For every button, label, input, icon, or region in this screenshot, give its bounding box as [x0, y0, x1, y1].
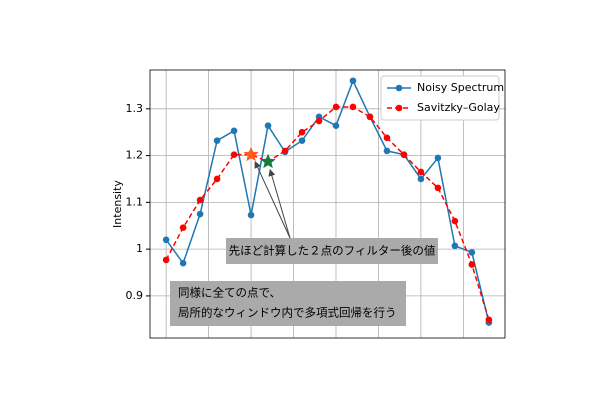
data-point [417, 175, 425, 183]
highlight-star [243, 146, 259, 162]
arrow [268, 168, 291, 239]
data-point [434, 184, 442, 192]
data-point [366, 113, 374, 121]
data-point [434, 154, 442, 162]
data-point [264, 122, 272, 129]
data-point [230, 127, 238, 135]
data-point [468, 261, 476, 268]
data-point [383, 147, 391, 155]
data-point [332, 103, 340, 111]
y-tick-label: 1.2 [126, 149, 144, 162]
annotation-text: 局所的なウィンドウ内で多項式回帰を行う [178, 306, 397, 320]
y-tick-label: 1 [136, 242, 143, 255]
series-line [165, 106, 490, 320]
data-point [298, 137, 306, 144]
data-point [179, 224, 187, 231]
legend-box [380, 75, 500, 121]
data-point [281, 147, 289, 155]
data-point [485, 316, 493, 324]
annotation-text: 同様に全ての点で、 [178, 286, 281, 300]
data-point [349, 77, 357, 85]
highlight-star [260, 153, 276, 169]
data-point [417, 168, 425, 176]
annotation-box [226, 238, 438, 264]
data-point [196, 196, 204, 204]
y-axis-label: Intensity [111, 180, 124, 228]
data-point [213, 137, 221, 144]
legend-marker [395, 104, 403, 112]
y-tick-label: 1.1 [126, 195, 144, 208]
data-point [162, 256, 170, 264]
annotation-text: 先ほど計算した２点のフィルター後の値 [229, 244, 436, 258]
data-point [162, 236, 170, 244]
plot-frame [149, 69, 506, 339]
data-point [451, 217, 459, 225]
data-point [468, 249, 476, 256]
data-point [213, 175, 221, 183]
data-point [196, 210, 204, 218]
data-point [315, 117, 323, 125]
data-point [451, 242, 459, 250]
data-point [332, 122, 340, 129]
data-point [349, 103, 357, 111]
legend-label: Savitzky–Golay [417, 101, 500, 114]
data-point [230, 151, 238, 158]
y-tick-label: 0.9 [126, 289, 144, 302]
legend-marker [395, 84, 403, 92]
arrow [254, 161, 291, 239]
data-point [179, 259, 187, 267]
data-point [247, 211, 255, 219]
data-point [298, 128, 306, 136]
annotation-box [170, 281, 406, 326]
data-point [400, 151, 408, 158]
data-point [383, 134, 391, 142]
legend-label: Noisy Spectrum [417, 81, 504, 94]
y-tick-label: 1.3 [126, 102, 144, 115]
